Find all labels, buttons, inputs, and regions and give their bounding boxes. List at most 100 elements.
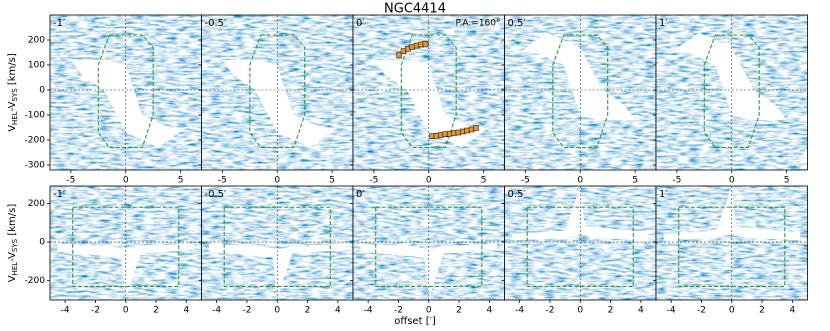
x-tick-label: -4	[61, 306, 70, 316]
x-tick-label: -5	[521, 176, 530, 186]
x-tick-label: -5	[218, 176, 227, 186]
panel: 1′ -4 -2 0 2 4	[653, 185, 808, 316]
y-tick-label: -200	[25, 136, 46, 146]
y-tick-label: -300	[25, 161, 46, 171]
y-axis-label-part: V	[7, 125, 18, 132]
x-axis-label: offset [′]	[394, 316, 436, 327]
y-tick-label: 100	[28, 61, 45, 71]
x-tick-label: 2	[456, 306, 462, 316]
panel-image	[353, 15, 505, 170]
panel-image	[201, 15, 353, 170]
panel-image	[504, 15, 656, 170]
x-tick-label: -2	[91, 306, 100, 316]
panel-image	[656, 186, 808, 300]
panel-image	[50, 15, 202, 170]
panel: 0′ P.A.=160° -5 0 5	[350, 14, 505, 186]
rotation-point	[422, 41, 429, 47]
panel-label: -1′	[53, 18, 66, 29]
x-tick-label: 0	[577, 176, 583, 186]
panel: 0.5′ -5 0 5	[501, 14, 657, 186]
panel-image	[353, 186, 505, 300]
x-tick-label: 4	[789, 306, 795, 316]
y-axis-label-part: [km/s]	[7, 204, 18, 239]
panel-image	[656, 15, 808, 170]
title: NGC4414	[384, 2, 446, 17]
y-tick-label: 200	[28, 36, 45, 46]
x-tick-label: -5	[66, 176, 75, 186]
panel-image	[50, 186, 202, 300]
y-axis-label-part: HEL	[11, 262, 19, 276]
x-tick-label: 0	[729, 306, 735, 316]
y-axis-label: VHEL-VSYS [km/s]	[7, 53, 19, 132]
panel: 1′ -5 0 5	[653, 14, 808, 186]
x-tick-label: -5	[369, 176, 378, 186]
panel-label: -1′	[53, 189, 66, 200]
x-tick-label: 5	[329, 176, 335, 186]
x-tick-label: 4	[335, 306, 341, 316]
x-tick-label: 5	[178, 176, 184, 186]
x-tick-label: 2	[759, 306, 765, 316]
x-tick-label: 5	[481, 176, 487, 186]
x-tick-label: 4	[638, 306, 644, 316]
panel-label: 0′	[356, 18, 365, 29]
x-tick-label: -4	[667, 306, 676, 316]
x-tick-label: 2	[305, 306, 311, 316]
x-tick-label: -4	[515, 306, 524, 316]
y-axis-label-part: SYS	[11, 238, 19, 252]
y-axis-label: VHEL-VSYS [km/s]	[7, 204, 19, 283]
x-tick-label: -2	[545, 306, 554, 316]
emission-mask	[373, 60, 490, 148]
emission-mask	[70, 60, 187, 148]
y-axis-label-part: SYS	[11, 88, 19, 102]
rotation-point	[396, 52, 402, 58]
x-tick-label: 0	[426, 176, 432, 186]
panel-label: 0′	[356, 189, 365, 200]
panel-label: 0.5′	[508, 18, 527, 29]
y-axis-label-part: [km/s]	[7, 53, 18, 88]
panel-image	[201, 186, 353, 300]
x-tick-label: -4	[364, 306, 373, 316]
model-contour	[97, 34, 154, 149]
x-tick-label: -5	[672, 176, 681, 186]
x-tick-label: 4	[183, 306, 189, 316]
x-tick-label: 0	[274, 176, 280, 186]
panel-label: -0.5′	[205, 189, 228, 200]
x-tick-label: 4	[486, 306, 492, 316]
panel: -0.5′ -5 0 5	[198, 14, 354, 186]
pa-label: P.A.=160°	[456, 19, 501, 29]
panel: 0′ -4 -2 0 2 4	[350, 185, 505, 316]
x-tick-label: 0	[729, 176, 735, 186]
x-tick-label: -2	[394, 306, 403, 316]
model-contour	[552, 34, 609, 149]
x-tick-label: 2	[608, 306, 614, 316]
panel-label: 1′	[659, 189, 668, 200]
emission-mask	[663, 186, 800, 241]
model-contour	[703, 34, 760, 149]
x-tick-label: 0	[426, 306, 432, 316]
emission-mask	[512, 186, 649, 241]
x-tick-label: -2	[697, 306, 706, 316]
x-tick-label: -2	[242, 306, 251, 316]
x-tick-label: 2	[153, 306, 159, 316]
y-axis-label-part: HEL	[11, 111, 19, 125]
panel: -1′ -4 -2 0 2 4 -200 0 200	[25, 185, 202, 316]
panel-label: 1′	[659, 18, 668, 29]
model-contour	[249, 34, 306, 149]
panel-label: 0.5′	[508, 189, 527, 200]
x-tick-label: 0	[577, 306, 583, 316]
x-tick-label: -4	[212, 306, 221, 316]
x-tick-label: 5	[632, 176, 638, 186]
y-axis-label-part: V	[7, 275, 18, 282]
emission-mask	[519, 32, 636, 120]
y-tick-label: -100	[25, 111, 46, 121]
y-tick-label: -200	[25, 276, 46, 286]
y-axis-label-part: -V	[7, 252, 18, 262]
rotation-point	[473, 125, 479, 131]
x-tick-label: 0	[123, 176, 129, 186]
emission-mask	[222, 60, 338, 148]
y-tick-label: 0	[39, 238, 45, 248]
x-tick-label: 0	[123, 306, 129, 316]
y-tick-label: 0	[39, 86, 45, 96]
emission-mask	[671, 32, 787, 120]
